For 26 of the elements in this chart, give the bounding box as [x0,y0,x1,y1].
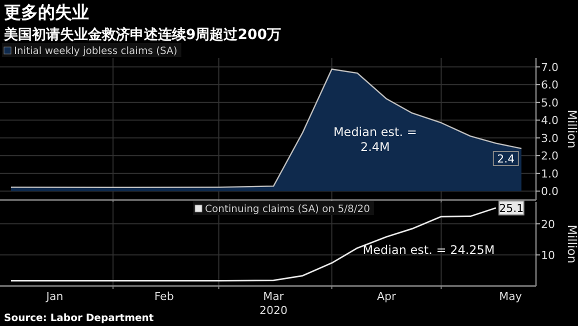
data-label: 25.1 [499,202,524,215]
y-tick-label: 6.0 [541,78,558,92]
chart-title: 更多的失业 [4,3,89,23]
x-tick-label: Feb [154,290,174,303]
y-tick-label: 10 [541,248,555,262]
y-axis-title: Million [565,110,578,148]
y-tick-label: 0.0 [541,185,558,198]
legend-label: Initial weekly jobless claims (SA) [14,46,178,57]
x-tick-label: Mar 2020 [259,290,288,317]
y-tick-label: 2.0 [541,150,558,163]
x-tick-label: Jan [45,290,64,303]
y-tick-label: 5.0 [541,96,558,110]
annotation: Median est. = 2.4M [333,125,417,154]
legend-label: Continuing claims (SA) on 5/8/20 [205,204,370,215]
y-tick-label: 7.0 [541,60,558,74]
y-tick-label: 1.0 [541,167,558,180]
y-tick-label: 20 [541,218,555,231]
data-label: 2.4 [497,152,515,166]
chart-subtitle: 美国初请失业金救济申述连续9周超过200万 [3,26,281,43]
y-tick-label: 4.0 [541,114,558,128]
x-tick-label: Apr [376,290,396,303]
y-axis-title: Million [565,224,578,264]
source-note: Source: Labor Department [4,313,154,324]
x-tick-label: May [499,290,522,303]
y-tick-label: 3.0 [541,132,558,145]
annotation: Median est. = 24.25M [362,243,495,258]
